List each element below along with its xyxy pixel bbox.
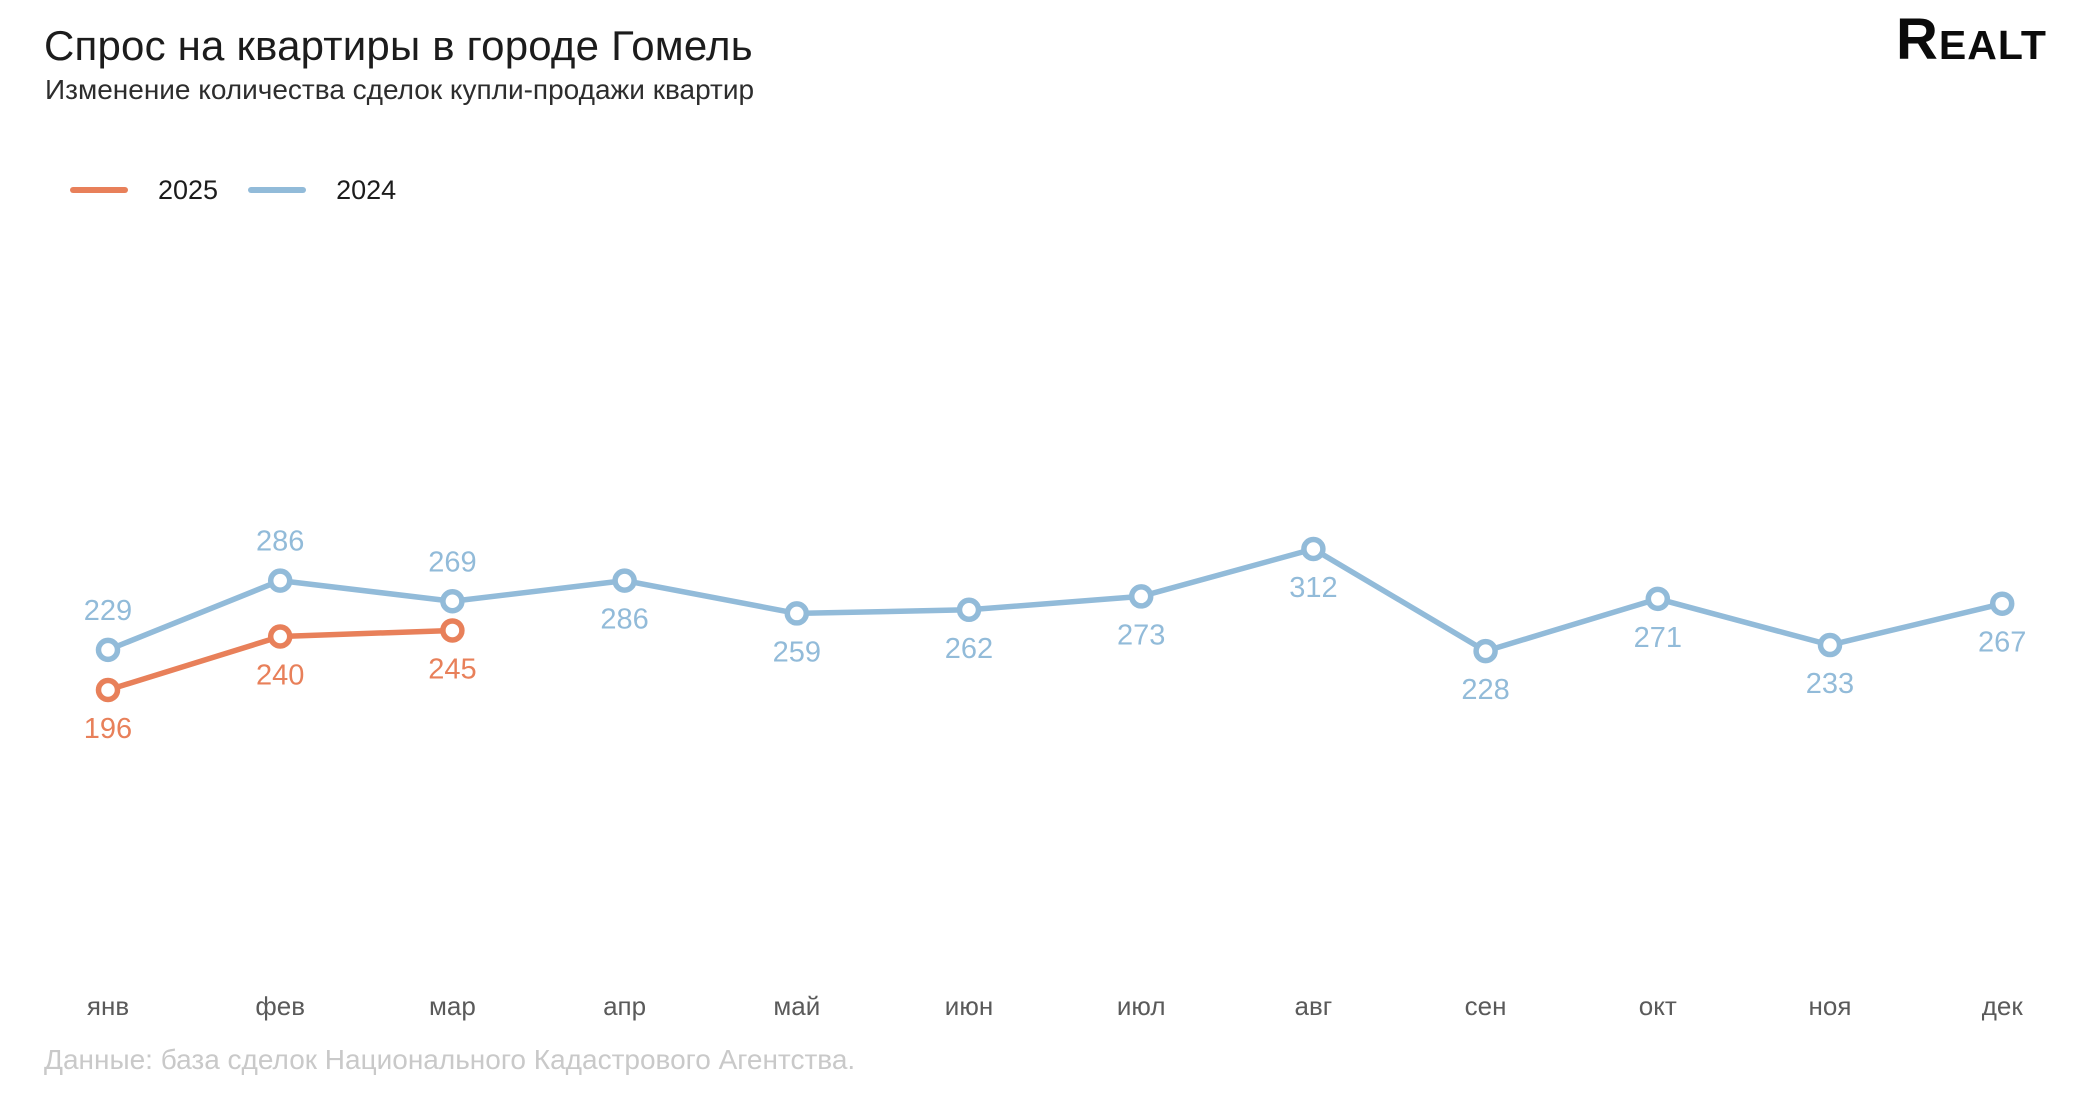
data-point-label: 273	[1117, 619, 1165, 651]
legend-item-2025: 2025	[70, 175, 218, 206]
data-point-label: 312	[1289, 572, 1337, 604]
series-line	[105, 546, 2005, 654]
data-point-marker	[1817, 632, 1843, 658]
data-point-label: 259	[773, 636, 821, 668]
data-point-marker	[956, 597, 982, 623]
data-point-label: 286	[600, 604, 648, 636]
data-point-label: 240	[256, 660, 304, 692]
x-axis-label: окт	[1639, 991, 1677, 1021]
data-point-marker	[1301, 536, 1326, 562]
x-axis-label: ноя	[1809, 991, 1852, 1021]
data-point-marker	[95, 637, 121, 663]
data-point-label: 262	[945, 633, 993, 665]
legend-swatch	[248, 187, 307, 193]
data-source-note: Данные: база сделок Национального Кадаст…	[44, 1044, 856, 1075]
data-point-marker	[1645, 586, 1671, 612]
data-point-label: 269	[428, 546, 476, 578]
data-point-marker	[1989, 591, 2015, 616]
x-axis-label: сен	[1465, 991, 1507, 1021]
x-axis-label: май	[773, 991, 820, 1021]
data-point-marker	[784, 601, 810, 626]
chart-legend: 2025 2024	[70, 172, 396, 208]
series-2025: 196 240 245	[84, 618, 477, 745]
data-point-label: 196	[84, 713, 132, 745]
x-axis-label: июн	[945, 991, 993, 1021]
data-point-label: 271	[1634, 622, 1682, 654]
legend-item-2024: 2024	[248, 175, 396, 206]
data-point-marker	[267, 624, 293, 649]
x-axis-label: фев	[255, 991, 305, 1021]
data-point-marker	[267, 568, 293, 593]
data-point-marker	[440, 589, 465, 614]
realt-logo: Realt	[1896, 7, 2047, 72]
data-point-label: 229	[84, 595, 132, 627]
legend-label: 2025	[158, 174, 219, 205]
x-axis-label: янв	[87, 991, 129, 1021]
legend-swatch	[70, 187, 128, 193]
data-point-label: 233	[1806, 668, 1854, 700]
data-point-marker	[1473, 638, 1498, 664]
data-point-marker	[1128, 584, 1154, 609]
page-title: Спрос на квартиры в городе Гомель	[44, 22, 753, 69]
x-axis-label: июл	[1117, 991, 1166, 1021]
x-axis-label: мар	[429, 991, 476, 1021]
data-point-label: 286	[256, 526, 304, 558]
series-2024: 229 286 269 286 259 262 273 312 228 271 233 267	[84, 526, 2027, 706]
x-axis-label: дек	[1982, 991, 2024, 1021]
data-point-marker	[612, 568, 637, 593]
data-point-label: 267	[1978, 627, 2026, 659]
data-point-label: 245	[428, 653, 476, 685]
data-point-marker	[440, 618, 465, 643]
data-point-marker	[95, 677, 121, 703]
x-axis-label: апр	[603, 991, 646, 1021]
data-point-label: 228	[1461, 674, 1509, 706]
legend-label: 2024	[336, 174, 397, 205]
x-axis-label: авг	[1295, 991, 1333, 1021]
page-subtitle: Изменение количества сделок купли-продаж…	[45, 74, 755, 105]
